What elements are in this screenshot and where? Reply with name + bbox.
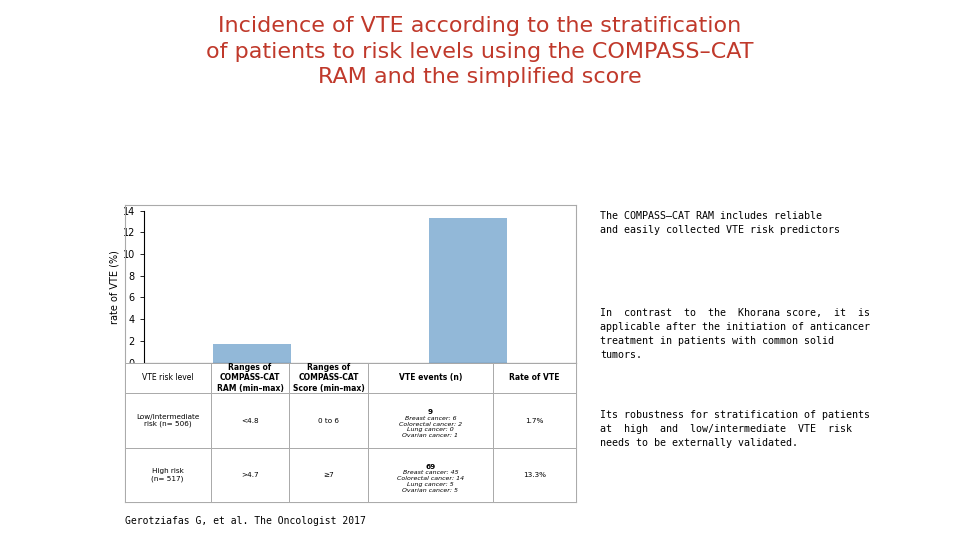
Text: >4.7: >4.7: [241, 472, 259, 478]
Text: Breast cancer: 6
Colorectal cancer: 2
Lung cancer: 0
Ovarian cancer: 1: Breast cancer: 6 Colorectal cancer: 2 Lu…: [399, 416, 462, 438]
Text: Low/Intermediate
risk (n= 506): Low/Intermediate risk (n= 506): [136, 414, 200, 427]
Text: Ranges of
COMPASS-CAT
Score (min–max): Ranges of COMPASS-CAT Score (min–max): [293, 363, 365, 393]
Text: In  contrast  to  the  Khorana score,  it  is
applicable after the initiation of: In contrast to the Khorana score, it is …: [600, 308, 870, 360]
Bar: [213, 344, 291, 363]
Bar: [429, 218, 507, 363]
Bar: [492, 393, 576, 448]
Bar: [369, 363, 492, 393]
Bar: [210, 393, 290, 448]
Text: ≥7: ≥7: [324, 472, 334, 478]
Text: Its robustness for stratification of patients
at  high  and  low/intermediate  V: Its robustness for stratification of pat…: [600, 410, 870, 448]
Text: Incidence of VTE according to the stratification
of patients to risk levels usin: Incidence of VTE according to the strati…: [206, 16, 754, 87]
Text: Gerotziafas G, et al. The Oncologist 2017: Gerotziafas G, et al. The Oncologist 201…: [125, 516, 366, 526]
Bar: [492, 448, 576, 502]
Text: 69: 69: [425, 464, 436, 470]
Text: Ranges of
COMPASS-CAT
RAM (min–max): Ranges of COMPASS-CAT RAM (min–max): [217, 363, 283, 393]
Text: <4.8: <4.8: [241, 417, 259, 423]
Bar: [369, 448, 492, 502]
Bar: [492, 363, 576, 393]
Y-axis label: rate of VTE (%): rate of VTE (%): [109, 249, 120, 323]
Bar: [125, 448, 210, 502]
Text: High risk
(n= 517): High risk (n= 517): [152, 468, 184, 482]
Bar: [369, 393, 492, 448]
Text: VTE events (n): VTE events (n): [398, 374, 462, 382]
Bar: [210, 363, 290, 393]
Text: 1.7%: 1.7%: [525, 417, 543, 423]
Text: VTE risk level: VTE risk level: [142, 374, 194, 382]
Bar: [290, 448, 369, 502]
Text: The COMPASS–CAT RAM includes reliable
and easily collected VTE risk predictors: The COMPASS–CAT RAM includes reliable an…: [600, 211, 840, 234]
Text: 9: 9: [428, 409, 433, 415]
Text: Rate of VTE: Rate of VTE: [509, 374, 560, 382]
Text: Breast cancer: 45
Colorectal cancer: 14
Lung cancer: 5
Ovarian cancer: 5: Breast cancer: 45 Colorectal cancer: 14 …: [396, 470, 464, 492]
Bar: [290, 393, 369, 448]
Bar: [290, 363, 369, 393]
Text: 0 to 6: 0 to 6: [319, 417, 340, 423]
Text: 13.3%: 13.3%: [523, 472, 546, 478]
Bar: [210, 448, 290, 502]
Bar: [125, 393, 210, 448]
Bar: [125, 363, 210, 393]
